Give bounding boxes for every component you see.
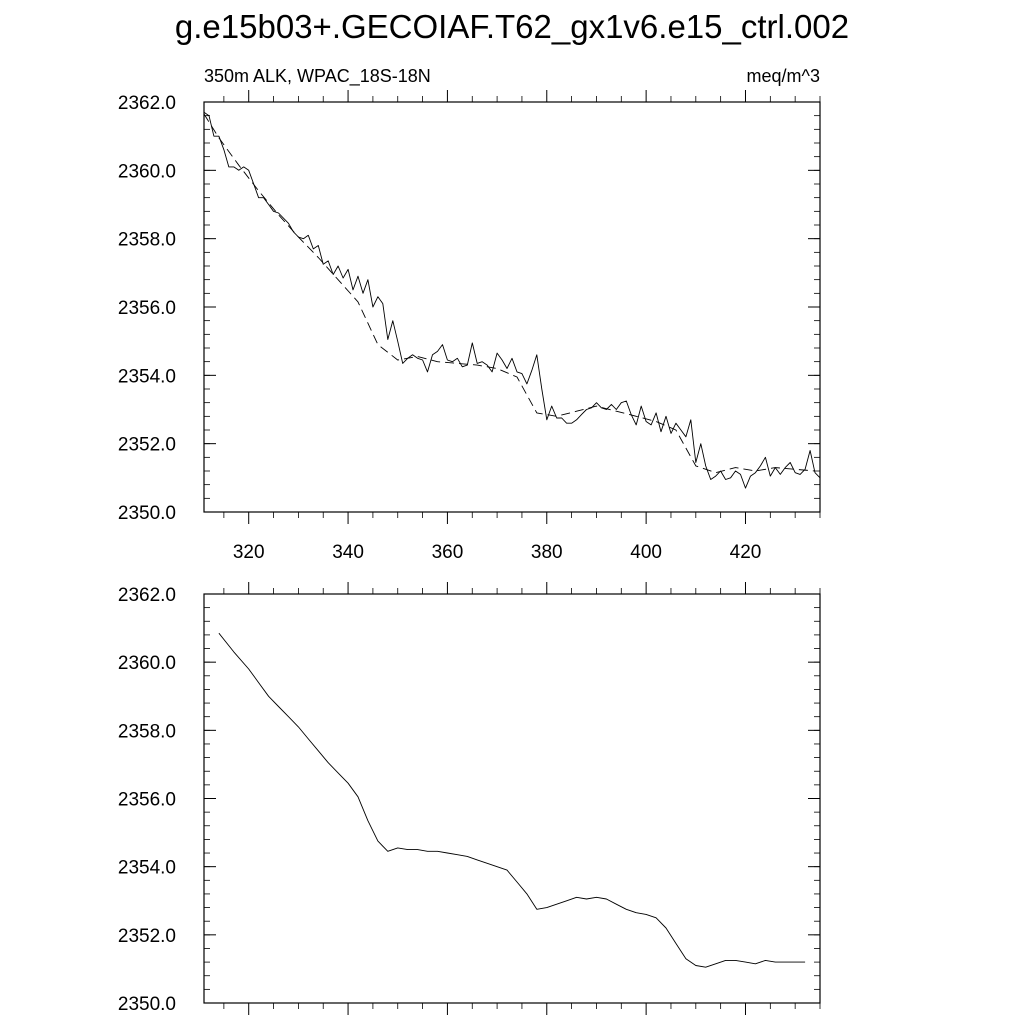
x-tick-label: 340 — [332, 542, 364, 563]
y-tick-label: 2354.0 — [118, 858, 176, 879]
x-tick-label: 420 — [730, 542, 762, 563]
plot-frame — [203, 101, 821, 513]
y-tick-label: 2356.0 — [118, 298, 176, 319]
bottom-line-plot: 2350.0 2352.0 2354.0 2356.0 2358.0 2360.0 2362… — [118, 582, 821, 1015]
series-line — [203, 111, 821, 489]
left-subtitle: 350m ALK, WPAC_18S-18N — [204, 66, 431, 87]
y-tick-label: 2360.0 — [118, 653, 176, 674]
y-tick-label: 2358.0 — [118, 721, 176, 742]
y-tick-label: 2358.0 — [118, 230, 176, 251]
top-line-plot: 2350.0 2352.0 2354.0 2356.0 2358.0 2360.0 2362… — [118, 90, 821, 563]
x-tick-label: 380 — [531, 542, 563, 563]
x-tick-label: 320 — [233, 542, 265, 563]
y-tick-label: 2362.0 — [118, 585, 176, 606]
x-tick-label: 400 — [630, 542, 662, 563]
y-tick-label: 2354.0 — [118, 366, 176, 387]
right-subtitle: meq/m^3 — [747, 66, 820, 86]
y-tick-label: 2356.0 — [118, 790, 176, 811]
series-line-dashed — [203, 113, 816, 474]
y-tick-label: 2352.0 — [118, 926, 176, 947]
y-tick-label: 2352.0 — [118, 435, 176, 456]
figure-title: g.e15b03+.GECOIAF.T62_gx1v6.e15_ctrl.002 — [175, 8, 849, 45]
y-tick-label: 2350.0 — [118, 503, 176, 524]
y-tick-label: 2360.0 — [118, 161, 176, 182]
y-tick-label: 2350.0 — [118, 994, 176, 1015]
series-line — [218, 632, 806, 968]
y-tick-label: 2362.0 — [118, 93, 176, 114]
plot-frame — [203, 593, 821, 1004]
x-tick-label: 360 — [432, 542, 464, 563]
